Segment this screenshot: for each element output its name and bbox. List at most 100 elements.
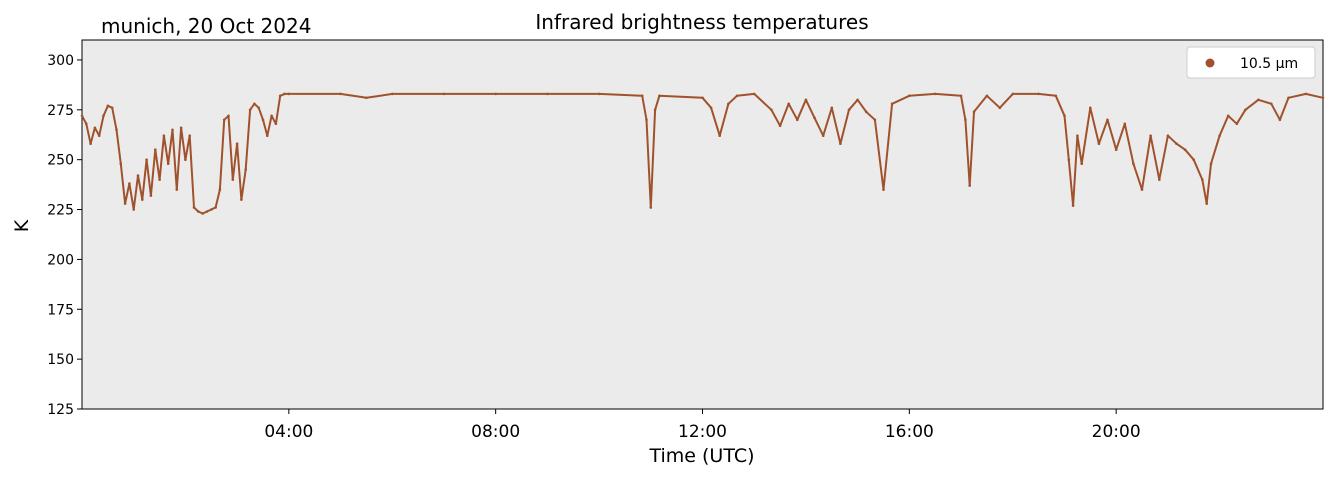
data-point	[813, 116, 816, 120]
data-point	[158, 178, 161, 181]
data-point	[1114, 148, 1118, 151]
data-point	[218, 188, 222, 191]
data-point	[119, 162, 123, 165]
data-point	[796, 118, 799, 122]
data-point	[141, 198, 144, 201]
data-point	[821, 134, 825, 137]
data-point	[968, 184, 971, 187]
data-point	[1097, 142, 1101, 145]
data-point	[162, 134, 166, 137]
data-point	[110, 106, 114, 110]
data-point	[240, 198, 243, 201]
data-point	[115, 128, 118, 132]
x-axis: 04:00 08:00 12:00 16:00 20:00	[264, 409, 1141, 442]
data-point	[649, 206, 653, 209]
x-tick-label: 04:00	[264, 422, 313, 442]
data-point	[1123, 122, 1127, 126]
data-point	[890, 102, 894, 106]
data-point	[1175, 142, 1178, 145]
data-point	[658, 94, 661, 98]
data-point	[201, 212, 204, 215]
data-point	[235, 142, 239, 145]
data-point	[1278, 118, 1282, 122]
data-point	[149, 194, 153, 197]
data-point	[494, 92, 498, 96]
data-point	[248, 108, 252, 112]
data-point	[546, 92, 549, 96]
location-date-label: munich, 20 Oct 2024	[101, 14, 311, 38]
y-tick-label: 175	[47, 302, 74, 318]
data-point	[192, 206, 196, 209]
data-point	[1037, 92, 1040, 96]
data-point	[154, 148, 157, 151]
y-axis-label: K	[11, 219, 33, 232]
data-point	[1235, 122, 1239, 126]
data-point	[1201, 178, 1204, 181]
data-point	[778, 124, 782, 128]
series-10-5um	[80, 92, 1325, 215]
data-point	[123, 202, 127, 205]
data-point	[1304, 92, 1308, 96]
data-point	[933, 92, 937, 96]
x-axis-label: Time (UTC)	[648, 445, 754, 467]
legend-marker	[1205, 58, 1215, 68]
y-tick-label: 275	[47, 103, 74, 119]
legend: 10.5 µm	[1186, 46, 1316, 79]
data-point	[882, 188, 885, 191]
chart-title: Infrared brightness temperatures	[535, 10, 868, 34]
data-point	[770, 108, 773, 112]
data-point	[278, 94, 282, 98]
data-point	[1140, 188, 1144, 191]
series-line	[81, 92, 1324, 215]
data-point	[1321, 96, 1325, 100]
data-point	[1076, 134, 1079, 137]
data-point	[365, 96, 368, 100]
data-point	[1149, 134, 1152, 137]
data-point	[1226, 114, 1230, 118]
data-point	[210, 208, 213, 211]
data-point	[132, 208, 135, 211]
data-point	[727, 102, 730, 106]
data-point	[89, 142, 92, 145]
y-tick-label: 225	[47, 203, 74, 219]
data-point	[1089, 106, 1092, 110]
data-point	[1192, 158, 1195, 161]
data-point	[253, 102, 256, 106]
data-point	[257, 106, 261, 110]
data-point	[908, 94, 911, 98]
data-point	[1166, 134, 1170, 137]
data-point	[864, 110, 868, 114]
y-tick-label: 300	[47, 53, 74, 69]
y-tick-label: 125	[47, 402, 74, 418]
y-tick-label: 250	[47, 153, 74, 169]
data-point	[640, 94, 644, 98]
data-point	[274, 122, 278, 126]
data-point	[128, 182, 131, 185]
data-point	[830, 106, 834, 110]
data-point	[1011, 92, 1015, 96]
data-point	[391, 92, 394, 96]
data-point	[1132, 162, 1135, 165]
data-point	[1287, 96, 1290, 100]
data-point	[1054, 94, 1058, 98]
data-point	[1080, 162, 1083, 165]
data-point	[653, 108, 657, 112]
data-point	[1209, 162, 1213, 165]
y-axis: 125 150 175 200 225 250 275 300	[47, 53, 82, 418]
data-point	[1218, 134, 1221, 137]
data-point	[222, 118, 226, 122]
legend-label: 10.5 µm	[1240, 56, 1298, 72]
data-point	[197, 210, 200, 213]
data-point	[1158, 178, 1161, 181]
data-point	[804, 98, 808, 102]
data-point	[1257, 98, 1260, 102]
x-tick-label: 16:00	[885, 422, 934, 442]
data-point	[145, 158, 148, 161]
data-point	[998, 106, 1002, 110]
data-point	[231, 178, 235, 181]
data-point	[1183, 148, 1187, 151]
data-point	[839, 142, 842, 145]
data-point	[735, 94, 739, 98]
data-point	[106, 104, 110, 108]
